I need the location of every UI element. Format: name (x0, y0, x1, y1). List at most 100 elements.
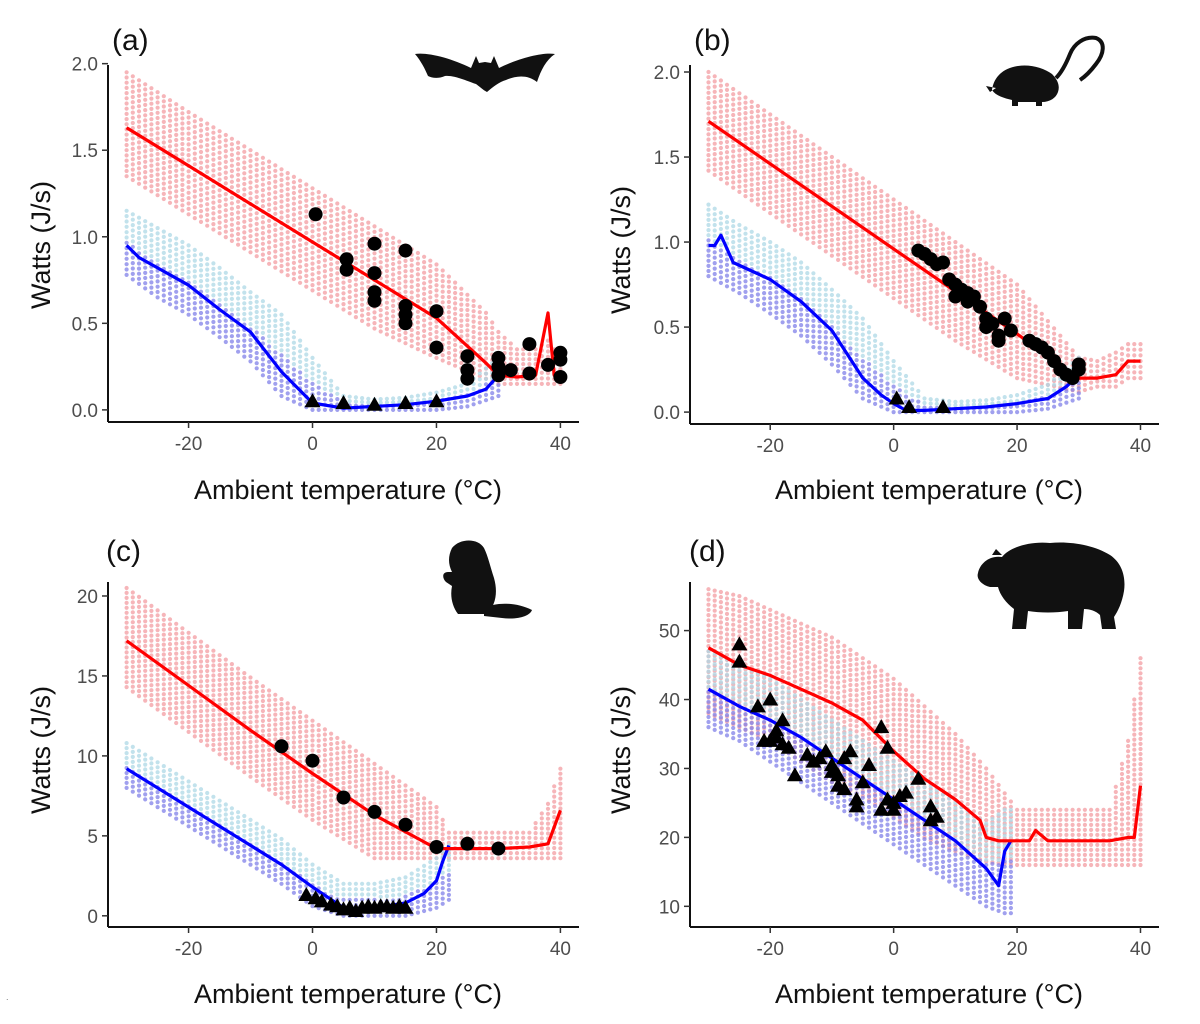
hot-sim-point (217, 663, 222, 668)
hot-sim-point (928, 290, 933, 295)
cold-sim-point (823, 351, 828, 356)
cold-sim-point (873, 375, 878, 380)
hot-sim-point (267, 787, 272, 792)
hot-sim-point (310, 738, 315, 743)
cold-sim-point (712, 217, 717, 222)
hot-sim-point (372, 796, 377, 801)
hot-sim-point (279, 761, 284, 766)
hot-sim-point (143, 97, 148, 102)
hot-sim-point (879, 251, 884, 256)
cold-sim-point (842, 335, 847, 340)
hot-sim-point (910, 272, 915, 277)
hot-sim-point (860, 243, 865, 248)
hot-sim-point (1138, 347, 1143, 352)
hot-sim-point (446, 835, 451, 840)
hot-sim-point (341, 821, 346, 826)
hot-sim-point (167, 617, 173, 622)
observed-circle (522, 337, 537, 352)
hot-sim-point (947, 308, 952, 313)
hot-sim-point (1095, 369, 1100, 374)
hot-sim-point (279, 269, 284, 274)
hot-sim-point (316, 733, 321, 738)
cold-sim-point (496, 393, 501, 399)
hot-sim-point (409, 284, 414, 289)
cold-sim-point (755, 260, 761, 265)
hot-sim-point (372, 229, 377, 234)
hot-sim-point (774, 153, 779, 158)
cold-sim-point (124, 208, 129, 213)
hot-sim-point (836, 200, 841, 205)
cold-sim-point (174, 263, 179, 268)
hot-sim-point (947, 303, 952, 308)
hot-sim-point (1101, 367, 1106, 372)
cold-sim-point (1045, 401, 1050, 406)
hot-sim-point (366, 792, 371, 797)
hot-sim-point (341, 811, 346, 816)
hot-sim-point (149, 127, 154, 132)
hot-sim-point (304, 220, 309, 225)
cold-sim-point (947, 399, 952, 404)
hot-sim-point (223, 657, 228, 662)
cold-sim-point (236, 349, 241, 354)
hot-sim-point (873, 215, 878, 220)
hot-sim-point (353, 304, 358, 309)
hot-sim-point (174, 148, 179, 153)
hot-sim-point (211, 713, 216, 718)
hot-model-line (125, 126, 561, 379)
hot-sim-point (273, 786, 278, 792)
hot-sim-point (298, 754, 303, 759)
cold-sim-point (762, 285, 767, 290)
hot-sim-point (130, 177, 135, 183)
hot-sim-point (731, 92, 736, 97)
hot-sim-point (879, 220, 884, 225)
hot-sim-point (353, 277, 358, 282)
hot-sim-point (229, 228, 234, 233)
cold-sim-point (136, 281, 142, 286)
hot-sim-point (428, 279, 433, 284)
observed-circle (503, 363, 518, 378)
hot-sim-point (192, 183, 197, 188)
hot-sim-point (774, 189, 779, 194)
hot-sim-point (743, 100, 748, 105)
hot-sim-point (453, 311, 458, 316)
cold-sim-point (712, 255, 717, 260)
hot-sim-point (459, 302, 464, 307)
hot-sim-point (1033, 369, 1038, 374)
cold-sim-point (236, 296, 241, 301)
hot-sim-point (124, 585, 129, 591)
cold-sim-point (996, 396, 1001, 401)
cold-sim-point (743, 242, 748, 247)
hot-sim-point (1033, 331, 1038, 336)
x-tick-label: 0 (888, 436, 899, 457)
cold-sim-point (780, 248, 785, 253)
hot-sim-point (341, 232, 346, 237)
hot-sim-point (743, 173, 748, 178)
hot-sim-point (440, 836, 445, 842)
hot-sim-point (990, 297, 995, 302)
hot-sim-point (521, 835, 526, 840)
cold-sim-point (829, 346, 835, 351)
hot-sim-point (471, 335, 476, 340)
hot-sim-point (1033, 326, 1038, 331)
cold-sim-point (136, 261, 142, 266)
hot-sim-point (848, 167, 853, 172)
hot-sim-point (198, 123, 204, 128)
cold-sim-point (755, 238, 761, 243)
hot-sim-point (848, 235, 853, 240)
hot-sim-point (786, 208, 791, 213)
hot-sim-point (186, 190, 191, 195)
cold-sim-point (971, 410, 977, 415)
hot-sim-point (211, 146, 216, 151)
hot-sim-point (508, 856, 513, 861)
cold-sim-point (805, 297, 810, 302)
hot-sim-point (223, 197, 228, 202)
cold-sim-point (897, 388, 902, 393)
cold-sim-point (799, 333, 804, 338)
cold-sim-point (260, 362, 265, 367)
cold-sim-point (737, 243, 742, 249)
cold-sim-point (223, 339, 228, 345)
hot-sim-point (242, 214, 247, 219)
hot-sim-point (422, 851, 427, 856)
hot-sim-point (403, 845, 408, 850)
cold-sim-point (279, 338, 284, 343)
